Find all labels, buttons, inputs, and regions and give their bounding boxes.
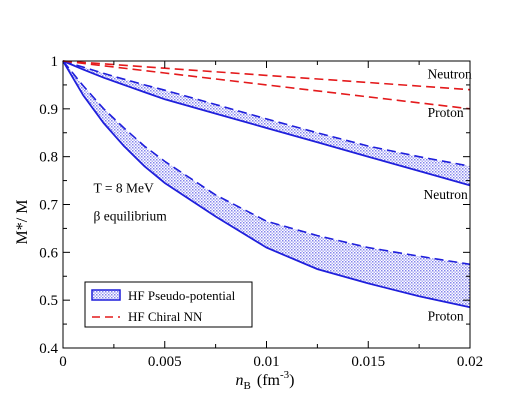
- y-tick-label: 0.6: [39, 245, 58, 261]
- annotations-layer: Neutron Proton Neutron Proton T = 8 MeV β equ…: [94, 67, 472, 324]
- x-axis-var: n: [236, 372, 244, 389]
- y-tick-label: 0.8: [39, 150, 58, 166]
- annotation-0: Neutron: [428, 67, 472, 82]
- annotation-1: Proton: [428, 105, 464, 120]
- legend: HF Pseudo-potential HF Chiral NN: [84, 281, 253, 328]
- lines-layer: [62, 60, 471, 110]
- chiral-line-0: [62, 60, 471, 91]
- x-tick-label: 0: [59, 354, 67, 370]
- ticks-layer: 0 0.005 0.01 0.015 0.02 0.4 0.5 0.6 0.7 0.8 0.9 1: [39, 54, 483, 370]
- x-tick-label: 0.005: [148, 354, 182, 370]
- band-upper-line-0: [62, 60, 471, 167]
- x-axis-sub: B: [244, 380, 251, 392]
- band-lower-line-0: [62, 60, 471, 187]
- y-tick-label: 0.5: [39, 293, 58, 309]
- annotation-4: T = 8 MeV: [94, 181, 154, 196]
- chiral-line-1: [62, 60, 471, 110]
- annotation-3: Proton: [428, 309, 464, 324]
- x-tick-label: 0.015: [351, 354, 385, 370]
- legend-label-pseudo: HF Pseudo-potential: [128, 288, 236, 303]
- y-tick-label: 0.9: [39, 102, 58, 118]
- band-lower-line-1: [62, 60, 471, 309]
- x-tick-label: 0.02: [457, 354, 483, 370]
- y-axis-title: M*/ M: [14, 200, 31, 245]
- annotation-2: Neutron: [423, 187, 467, 202]
- legend-label-chiral: HF Chiral NN: [128, 309, 203, 324]
- y-tick-label: 0.4: [39, 341, 58, 357]
- x-axis-unit: (fm: [257, 372, 281, 389]
- x-axis-close: ): [289, 372, 294, 389]
- x-tick-label: 0.01: [253, 354, 279, 370]
- annotation-5: β equilibrium: [94, 208, 168, 223]
- band-fill-1: [63, 61, 470, 308]
- x-axis-exp: -3: [280, 369, 290, 381]
- bands-layer: [62, 60, 471, 309]
- y-tick-label: 0.7: [39, 198, 58, 214]
- y-tick-label: 1: [51, 54, 59, 70]
- band-fill-0: [63, 61, 470, 186]
- band-upper-line-1: [62, 60, 471, 266]
- x-axis-title: nB (fm-3): [236, 369, 295, 392]
- legend-swatch-pseudo: [91, 289, 121, 301]
